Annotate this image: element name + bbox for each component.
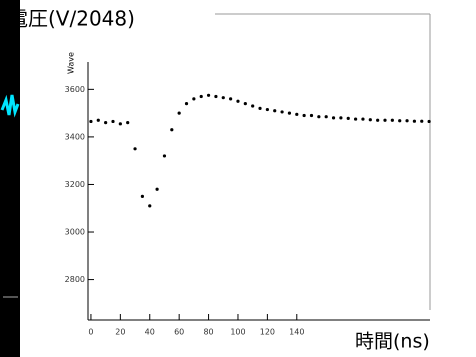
data-point [214,95,217,98]
data-point [178,112,181,115]
data-point [163,154,166,157]
x-tick-label: 0 [88,328,93,337]
data-point [119,122,122,125]
data-point [251,104,254,107]
data-point [207,94,210,97]
data-point [156,188,159,191]
data-point [428,120,431,123]
x-tick-label: 140 [289,328,304,337]
data-point [111,120,114,123]
data-point [236,100,239,103]
x-tick-label: 40 [145,328,155,337]
data-point [376,119,379,122]
data-point [280,110,283,113]
data-point [369,118,372,121]
data-point [391,119,394,122]
x-axis-label: 時間(ns) [355,331,430,353]
x-tick-label: 80 [203,328,213,337]
data-point [222,96,225,99]
data-point [303,114,306,117]
data-point [413,120,416,123]
data-point [258,107,261,110]
data-point [310,114,313,117]
y-axis-label: Wave [67,52,76,74]
data-point [383,119,386,122]
side-panel [0,0,20,357]
data-point [332,116,335,119]
data-point [347,117,350,120]
data-point [317,115,320,118]
x-tick-label: 60 [174,328,184,337]
data-point [192,97,195,100]
data-point [104,121,107,124]
data-point [295,113,298,116]
data-point [398,119,401,122]
y-tick-label: 3000 [65,228,85,237]
data-point [148,204,151,207]
y-tick-label: 2800 [65,275,85,284]
data-point [200,95,203,98]
data-point [185,102,188,105]
data-point [133,147,136,150]
data-point [244,102,247,105]
data-point [97,119,100,122]
page: {"chart_data": {"type": "scatter", "titl… [0,0,476,357]
data-point [361,117,364,120]
data-point [354,117,357,120]
data-point [126,121,129,124]
y-tick-label: 3600 [65,85,85,94]
x-tick-label: 20 [115,328,125,337]
data-point [339,116,342,119]
data-point [89,120,92,123]
data-point [266,108,269,111]
data-point [170,128,173,131]
chart-title: 電圧(V/2048) [8,7,135,31]
y-tick-label: 3400 [65,132,85,141]
data-point [229,97,232,100]
y-tick-label: 3200 [65,180,85,189]
x-tick-label: 120 [260,328,275,337]
data-point [141,195,144,198]
x-tick-label: 100 [230,328,245,337]
data-point [288,112,291,115]
data-point [420,120,423,123]
data-point [405,119,408,122]
data-point [325,115,328,118]
data-point [273,109,276,112]
chart: 電圧(V/2048) Wave 時間(ns) 2800 3000 3200 3400 3… [0,0,476,357]
